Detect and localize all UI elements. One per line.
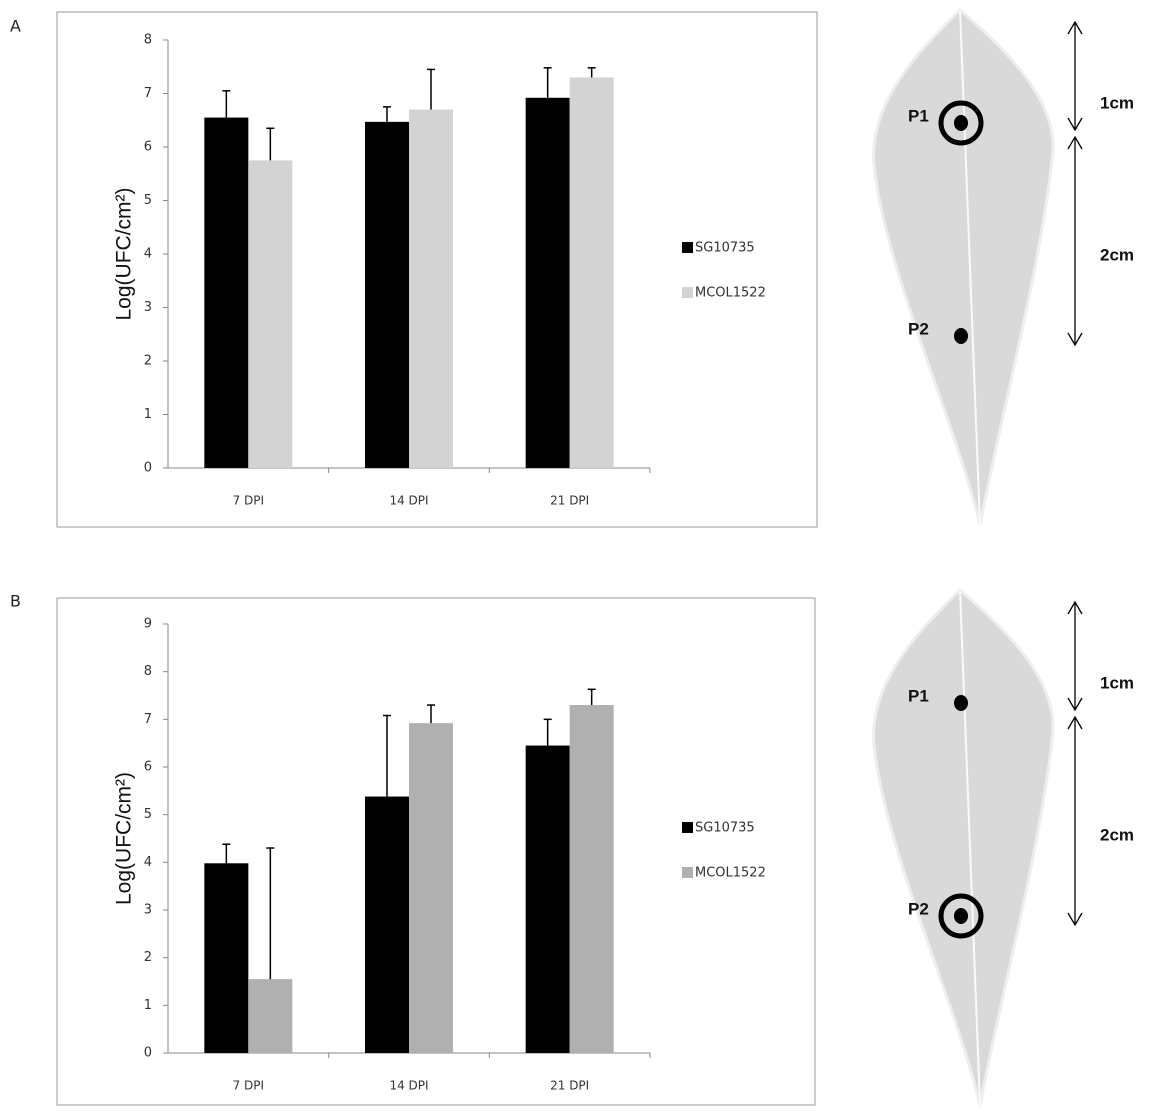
x-tick-label: 14 DPI: [389, 494, 428, 508]
panel-label: A: [10, 17, 21, 36]
bar: [248, 160, 293, 468]
bar: [569, 705, 614, 1053]
bar: [409, 723, 453, 1053]
y-tick-label: 6: [144, 140, 152, 155]
x-tick-label: 7 DPI: [233, 1079, 264, 1093]
highlight-ring: [938, 893, 984, 939]
y-tick-label: 5: [144, 193, 152, 208]
y-tick-label: 1: [144, 407, 152, 422]
error-bar: [383, 106, 391, 122]
dimension-label: 1cm: [1100, 673, 1134, 692]
y-tick-label: 8: [144, 33, 152, 48]
dimension-arrow: [1067, 715, 1083, 927]
point-label: P2: [908, 899, 929, 918]
legend-label: MCOL1522: [695, 286, 766, 301]
legend-label: SG10735: [695, 241, 755, 256]
leaf-diagram: [872, 588, 1055, 1107]
highlight-ring: [938, 100, 984, 146]
point-label: P1: [908, 106, 929, 125]
legend-swatch: [682, 822, 693, 833]
y-tick-label: 5: [144, 807, 152, 822]
dimension-label: 1cm: [1100, 93, 1134, 112]
x-tick-label: 7 DPI: [233, 494, 264, 508]
y-tick-label: 2: [144, 950, 152, 965]
point-label: P2: [908, 319, 929, 338]
error-bar: [383, 714, 391, 797]
bar: [525, 97, 570, 468]
y-tick-label: 2: [144, 354, 152, 369]
y-tick-label: 6: [144, 760, 152, 775]
dimension-arrow: [1067, 20, 1083, 132]
panel-label: B: [10, 592, 21, 611]
dimension-arrow: [1067, 135, 1083, 347]
point-label: P1: [908, 686, 929, 705]
y-axis-label: Log(UFC/cm²): [113, 772, 136, 905]
y-tick-label: 7: [144, 712, 152, 727]
point: [954, 695, 968, 711]
y-tick-label: 0: [144, 461, 152, 476]
bar: [525, 745, 570, 1053]
y-tick-label: 8: [144, 664, 152, 679]
bar: [248, 979, 293, 1053]
error-bar: [427, 704, 435, 724]
error-bar: [427, 68, 435, 110]
error-bar: [543, 718, 552, 746]
bar: [365, 121, 409, 468]
dimension-label: 2cm: [1100, 245, 1134, 264]
legend-swatch: [682, 242, 693, 253]
point: [954, 115, 968, 131]
dimension-arrow: [1067, 600, 1083, 712]
bar: [569, 77, 614, 468]
point: [954, 908, 968, 924]
y-tick-label: 4: [144, 247, 152, 262]
error-bar: [266, 127, 275, 161]
error-bar: [587, 67, 596, 78]
error-bar: [266, 847, 275, 980]
error-bar: [543, 67, 552, 98]
error-bar: [222, 843, 231, 864]
x-tick-label: 21 DPI: [550, 494, 589, 508]
error-bar: [587, 688, 596, 706]
legend-swatch: [682, 867, 693, 878]
y-tick-label: 3: [144, 300, 152, 315]
legend-swatch: [682, 287, 693, 298]
legend-label: SG10735: [695, 821, 755, 836]
y-tick-label: 7: [144, 86, 152, 101]
dimension-label: 2cm: [1100, 825, 1134, 844]
x-tick-label: 21 DPI: [550, 1079, 589, 1093]
bar: [204, 117, 249, 468]
y-tick-label: 9: [144, 617, 152, 632]
bar: [409, 109, 453, 469]
error-bar: [222, 90, 231, 118]
leaf-diagram: [872, 8, 1055, 527]
y-tick-label: 0: [144, 1046, 152, 1061]
bar: [204, 863, 249, 1053]
point: [954, 328, 968, 344]
y-tick-label: 4: [144, 855, 152, 870]
y-axis-label: Log(UFC/cm²): [113, 187, 136, 320]
y-tick-label: 1: [144, 998, 152, 1013]
x-tick-label: 14 DPI: [389, 1079, 428, 1093]
bar: [365, 796, 409, 1053]
legend-label: MCOL1522: [695, 866, 766, 881]
y-tick-label: 3: [144, 903, 152, 918]
